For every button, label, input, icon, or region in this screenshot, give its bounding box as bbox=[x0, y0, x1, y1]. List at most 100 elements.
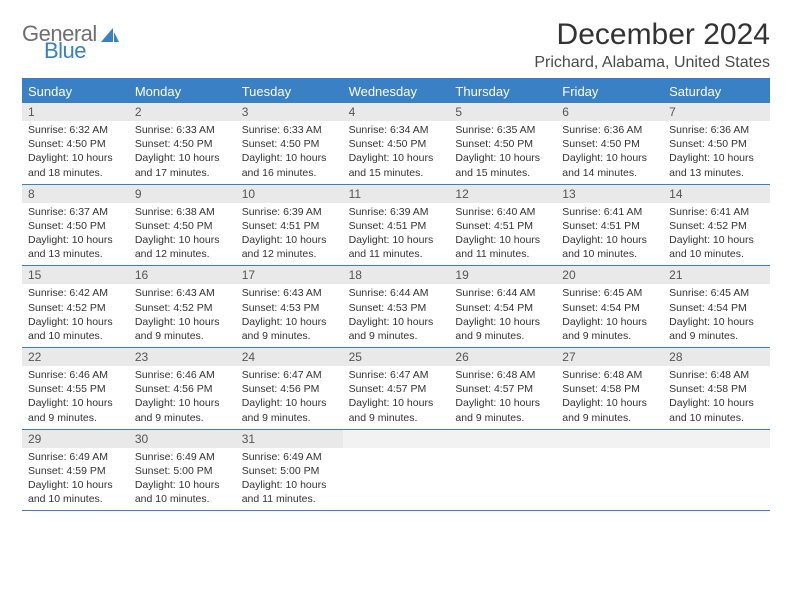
info-line: Sunrise: 6:46 AM bbox=[135, 368, 230, 382]
day-info: Sunrise: 6:47 AMSunset: 4:57 PMDaylight:… bbox=[343, 366, 450, 429]
week-row: 15Sunrise: 6:42 AMSunset: 4:52 PMDayligh… bbox=[22, 266, 770, 348]
info-line: Daylight: 10 hours bbox=[242, 478, 337, 492]
info-line: and 15 minutes. bbox=[455, 166, 550, 180]
info-line: Daylight: 10 hours bbox=[28, 315, 123, 329]
info-line: Sunrise: 6:47 AM bbox=[242, 368, 337, 382]
info-line: Daylight: 10 hours bbox=[562, 396, 657, 410]
day-number bbox=[449, 430, 556, 448]
day-info: Sunrise: 6:43 AMSunset: 4:53 PMDaylight:… bbox=[236, 284, 343, 347]
day-info: Sunrise: 6:47 AMSunset: 4:56 PMDaylight:… bbox=[236, 366, 343, 429]
info-line: Sunrise: 6:49 AM bbox=[135, 450, 230, 464]
info-line: Sunset: 4:50 PM bbox=[562, 137, 657, 151]
week-row: 22 Sunrise: 6:46 AM Sunset: 4:55 PM Dayligh… bbox=[22, 348, 770, 430]
info-line: Sunset: 4:53 PM bbox=[349, 301, 444, 315]
info-line: Sunset: 4:52 PM bbox=[135, 301, 230, 315]
day-number: 19 bbox=[449, 266, 556, 284]
day-info: Sunrise: 6:48 AMSunset: 4:58 PMDaylight:… bbox=[663, 366, 770, 429]
info-line: Sunrise: 6:49 AM bbox=[242, 450, 337, 464]
day-number: 8 bbox=[22, 185, 129, 203]
info-line: Sunrise: 6:38 AM bbox=[135, 205, 230, 219]
day-info: Sunrise: 6:43 AMSunset: 4:52 PMDaylight:… bbox=[129, 284, 236, 347]
info-line: Sunrise: 6:33 AM bbox=[242, 123, 337, 137]
info-line: Daylight: 10 hours bbox=[455, 315, 550, 329]
day-cell: 3Sunrise: 6:33 AMSunset: 4:50 PMDaylight… bbox=[236, 103, 343, 184]
info-line: Daylight: 10 hours bbox=[669, 151, 764, 165]
info-line: Daylight: 10 hours bbox=[28, 233, 123, 247]
info-line: Sunrise: 6:33 AM bbox=[135, 123, 230, 137]
info-line: and 10 minutes. bbox=[28, 329, 123, 343]
info-line: and 10 minutes. bbox=[669, 411, 764, 425]
day-number: 31 bbox=[236, 430, 343, 448]
info-line: and 9 minutes. bbox=[455, 329, 550, 343]
day-header-cell: Saturday bbox=[663, 80, 770, 103]
info-line: and 12 minutes. bbox=[242, 247, 337, 261]
day-cell: 26Sunrise: 6:48 AMSunset: 4:57 PMDayligh… bbox=[449, 348, 556, 429]
day-number: 22 bbox=[22, 348, 129, 366]
day-header-row: SundayMondayTuesdayWednesdayThursdayFrid… bbox=[22, 80, 770, 103]
info-line: Sunset: 4:55 PM bbox=[28, 382, 123, 396]
day-number: 13 bbox=[556, 185, 663, 203]
info-line: Sunrise: 6:44 AM bbox=[455, 286, 550, 300]
info-line: and 9 minutes. bbox=[28, 411, 123, 425]
info-line: Sunset: 4:57 PM bbox=[455, 382, 550, 396]
day-info: Sunrise: 6:44 AMSunset: 4:54 PMDaylight:… bbox=[449, 284, 556, 347]
info-line: Sunset: 4:51 PM bbox=[242, 219, 337, 233]
info-line: Daylight: 10 hours bbox=[349, 233, 444, 247]
day-number: 1 bbox=[22, 103, 129, 121]
day-number: 18 bbox=[343, 266, 450, 284]
week-row: 29Sunrise: 6:49 AMSunset: 4:59 PMDayligh… bbox=[22, 430, 770, 512]
day-number: 10 bbox=[236, 185, 343, 203]
info-line: and 10 minutes. bbox=[28, 492, 123, 506]
day-number: 17 bbox=[236, 266, 343, 284]
day-number: 4 bbox=[343, 103, 450, 121]
day-number: 11 bbox=[343, 185, 450, 203]
info-line: Daylight: 10 hours bbox=[28, 478, 123, 492]
day-number: 6 bbox=[556, 103, 663, 121]
day-info: Sunrise: 6:45 AMSunset: 4:54 PMDaylight:… bbox=[663, 284, 770, 347]
info-line: Sunrise: 6:34 AM bbox=[349, 123, 444, 137]
day-info: Sunrise: 6:49 AMSunset: 4:59 PMDaylight:… bbox=[22, 448, 129, 511]
info-line: and 9 minutes. bbox=[242, 411, 337, 425]
info-line: Daylight: 10 hours bbox=[669, 315, 764, 329]
day-cell bbox=[449, 430, 556, 511]
day-cell: 2Sunrise: 6:33 AMSunset: 4:50 PMDaylight… bbox=[129, 103, 236, 184]
info-line: Sunrise: 6:36 AM bbox=[562, 123, 657, 137]
day-number: 12 bbox=[449, 185, 556, 203]
info-line: Daylight: 10 hours bbox=[242, 315, 337, 329]
day-number: 27 bbox=[556, 348, 663, 366]
day-cell: 20Sunrise: 6:45 AMSunset: 4:54 PMDayligh… bbox=[556, 266, 663, 347]
info-line: Sunset: 5:00 PM bbox=[135, 464, 230, 478]
day-cell: 9Sunrise: 6:38 AMSunset: 4:50 PMDaylight… bbox=[129, 185, 236, 266]
info-line: Sunrise: 6:48 AM bbox=[455, 368, 550, 382]
info-line: Sunset: 4:58 PM bbox=[562, 382, 657, 396]
day-cell bbox=[663, 430, 770, 511]
info-line: Sunrise: 6:43 AM bbox=[242, 286, 337, 300]
day-cell: 19Sunrise: 6:44 AMSunset: 4:54 PMDayligh… bbox=[449, 266, 556, 347]
day-number bbox=[556, 430, 663, 448]
info-line: Daylight: 10 hours bbox=[242, 233, 337, 247]
info-line: Sunset: 4:51 PM bbox=[455, 219, 550, 233]
info-line: and 17 minutes. bbox=[135, 166, 230, 180]
day-cell: 24Sunrise: 6:47 AMSunset: 4:56 PMDayligh… bbox=[236, 348, 343, 429]
calendar: SundayMondayTuesdayWednesdayThursdayFrid… bbox=[22, 78, 770, 511]
info-line: Daylight: 10 hours bbox=[242, 396, 337, 410]
info-line: and 10 minutes. bbox=[562, 247, 657, 261]
day-cell: 31Sunrise: 6:49 AMSunset: 5:00 PMDayligh… bbox=[236, 430, 343, 511]
day-info: Sunrise: 6:48 AMSunset: 4:58 PMDaylight:… bbox=[556, 366, 663, 429]
day-header-cell: Sunday bbox=[22, 80, 129, 103]
info-line: and 13 minutes. bbox=[28, 247, 123, 261]
day-info: Sunrise: 6:40 AMSunset: 4:51 PMDaylight:… bbox=[449, 203, 556, 266]
info-line: and 12 minutes. bbox=[135, 247, 230, 261]
day-number: 29 bbox=[22, 430, 129, 448]
day-cell: 28Sunrise: 6:48 AMSunset: 4:58 PMDayligh… bbox=[663, 348, 770, 429]
day-cell: 10Sunrise: 6:39 AMSunset: 4:51 PMDayligh… bbox=[236, 185, 343, 266]
info-line: Sunset: 4:56 PM bbox=[135, 382, 230, 396]
day-info: Sunrise: 6:35 AMSunset: 4:50 PMDaylight:… bbox=[449, 121, 556, 184]
day-number: 2 bbox=[129, 103, 236, 121]
day-number bbox=[343, 430, 450, 448]
info-line: Sunrise: 6:47 AM bbox=[349, 368, 444, 382]
header: General Blue December 2024 Prichard, Ala… bbox=[22, 18, 770, 72]
info-line: and 10 minutes. bbox=[135, 492, 230, 506]
location: Prichard, Alabama, United States bbox=[534, 54, 770, 72]
day-info: Sunrise: 6:42 AMSunset: 4:52 PMDaylight:… bbox=[22, 284, 129, 347]
